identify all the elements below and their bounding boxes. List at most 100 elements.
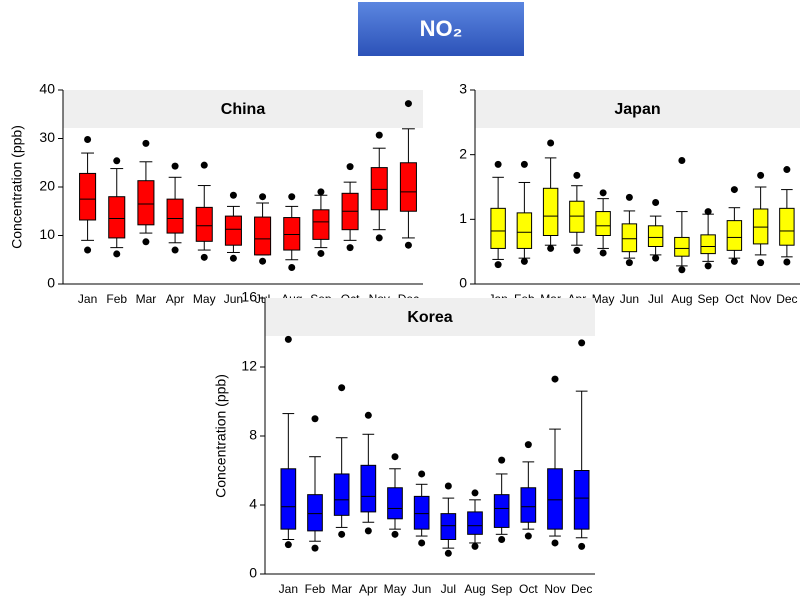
- y-tick-label: 30: [39, 129, 55, 145]
- y-tick-label: 0: [47, 275, 55, 291]
- outlier: [524, 532, 532, 540]
- outlier: [404, 241, 412, 249]
- outlier: [200, 253, 208, 261]
- outlier: [524, 441, 532, 449]
- y-tick-label: 8: [249, 427, 257, 443]
- box: [573, 470, 590, 530]
- box: [280, 468, 297, 530]
- outlier: [404, 100, 412, 108]
- outlier: [551, 375, 559, 383]
- outlier: [498, 536, 506, 543]
- x-tick-label: Apr: [166, 292, 185, 306]
- x-tick-label: Oct: [725, 292, 744, 306]
- box: [312, 209, 330, 240]
- y-tick-label: 40: [39, 81, 55, 97]
- box: [399, 162, 417, 212]
- box: [726, 220, 743, 251]
- x-tick-label: Apr: [359, 582, 378, 596]
- outlier: [84, 135, 92, 143]
- box: [195, 206, 213, 242]
- outlier: [494, 160, 502, 168]
- outlier: [471, 542, 479, 550]
- box: [166, 198, 184, 234]
- y-axis-label: Concentration (ppb): [9, 125, 25, 249]
- outlier: [142, 139, 150, 147]
- outlier: [375, 131, 383, 139]
- box: [547, 468, 563, 530]
- outlier: [494, 261, 502, 269]
- outlier: [573, 246, 581, 254]
- box: [520, 487, 537, 523]
- outlier: [578, 339, 586, 347]
- outlier: [520, 160, 528, 168]
- outlier: [200, 161, 208, 169]
- outlier: [471, 489, 479, 497]
- outlier: [338, 530, 346, 538]
- outlier: [678, 266, 686, 274]
- outlier: [573, 171, 581, 179]
- y-tick-label: 10: [39, 226, 55, 242]
- box: [108, 196, 126, 239]
- x-tick-label: Jan: [78, 292, 97, 306]
- outlier: [346, 163, 354, 171]
- panel-title: China: [221, 101, 266, 118]
- box: [360, 464, 377, 513]
- box: [647, 225, 664, 247]
- x-tick-label: Aug: [464, 582, 485, 596]
- outlier: [652, 254, 660, 262]
- outlier: [625, 259, 633, 267]
- x-tick-label: Dec: [776, 292, 797, 306]
- outlier: [171, 246, 179, 254]
- outlier: [364, 527, 372, 535]
- outlier: [311, 415, 319, 423]
- outlier: [229, 254, 237, 262]
- y-tick-label: 12: [241, 358, 257, 374]
- y-tick-label: 0: [249, 565, 257, 581]
- box: [595, 211, 611, 236]
- box: [467, 511, 483, 535]
- box: [307, 494, 323, 532]
- panel-title: Japan: [614, 101, 660, 118]
- outlier: [391, 453, 399, 461]
- outlier: [288, 264, 296, 272]
- page-title: NO₂: [420, 16, 463, 41]
- outlier: [418, 539, 426, 547]
- outlier: [317, 249, 325, 257]
- outlier: [259, 257, 267, 265]
- outlier: [704, 262, 712, 270]
- box: [387, 487, 403, 520]
- outlier: [520, 257, 528, 265]
- x-tick-label: Mar: [136, 292, 157, 306]
- box: [333, 473, 350, 516]
- x-tick-label: Jul: [441, 582, 456, 596]
- x-tick-label: May: [592, 292, 615, 306]
- box: [254, 216, 272, 256]
- panel-title: Korea: [407, 309, 452, 326]
- outlier: [678, 156, 686, 164]
- x-tick-label: Nov: [544, 582, 565, 596]
- x-tick-label: Jul: [648, 292, 663, 306]
- outlier: [113, 250, 121, 258]
- y-axis-label: Concentration (ppb): [213, 374, 229, 498]
- outlier: [625, 193, 633, 201]
- x-tick-label: Aug: [671, 292, 692, 306]
- box: [621, 223, 638, 253]
- x-tick-label: May: [384, 582, 407, 596]
- outlier: [364, 411, 372, 419]
- box: [752, 208, 769, 245]
- outlier: [551, 539, 559, 547]
- outlier: [704, 208, 712, 216]
- outlier: [338, 384, 346, 392]
- box: [700, 234, 716, 255]
- x-tick-label: Oct: [519, 582, 538, 596]
- box: [370, 167, 388, 211]
- x-tick-label: Feb: [106, 292, 127, 306]
- outlier: [730, 257, 738, 265]
- outlier: [783, 258, 791, 266]
- box: [493, 494, 510, 528]
- x-tick-label: Jun: [412, 582, 431, 596]
- outlier: [142, 238, 150, 246]
- outlier: [652, 199, 660, 207]
- outlier: [259, 193, 267, 201]
